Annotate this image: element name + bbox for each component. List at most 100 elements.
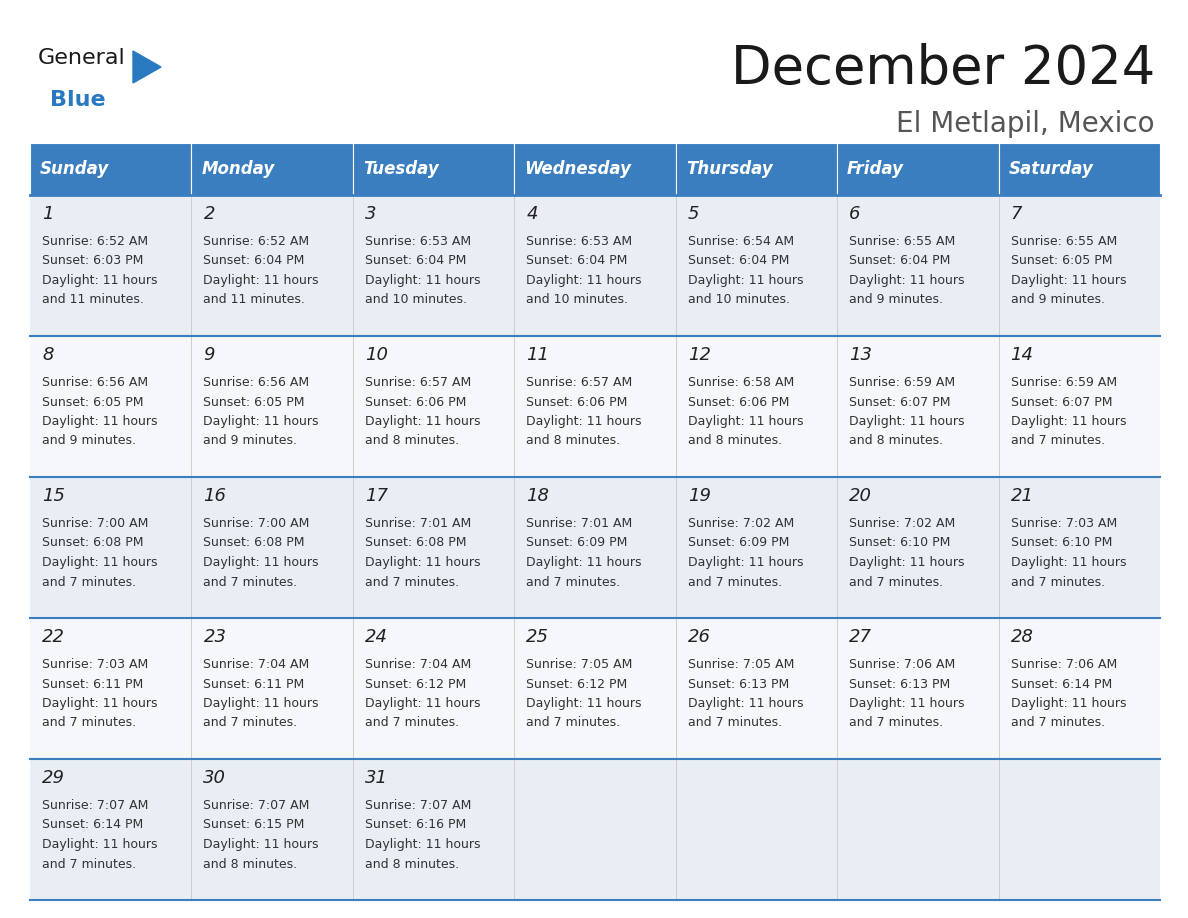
Text: and 7 minutes.: and 7 minutes. [526, 576, 620, 588]
Bar [353, 477, 514, 618]
Bar [999, 618, 1159, 759]
Bar [676, 143, 838, 195]
Text: Sunrise: 7:02 AM: Sunrise: 7:02 AM [849, 517, 955, 530]
Text: Thursday: Thursday [685, 160, 772, 178]
Text: Sunset: 6:04 PM: Sunset: 6:04 PM [203, 254, 305, 267]
Text: and 8 minutes.: and 8 minutes. [365, 857, 459, 870]
Text: Sunrise: 6:54 AM: Sunrise: 6:54 AM [688, 235, 794, 248]
Text: Sunrise: 7:06 AM: Sunrise: 7:06 AM [849, 658, 955, 671]
Text: Sunset: 6:04 PM: Sunset: 6:04 PM [849, 254, 950, 267]
Text: Sunset: 6:05 PM: Sunset: 6:05 PM [1011, 254, 1112, 267]
Bar [30, 618, 191, 759]
Text: Sunrise: 6:53 AM: Sunrise: 6:53 AM [526, 235, 632, 248]
Bar [191, 759, 353, 900]
Text: 8: 8 [42, 346, 53, 364]
Text: and 7 minutes.: and 7 minutes. [849, 576, 943, 588]
Text: Daylight: 11 hours: Daylight: 11 hours [365, 697, 480, 710]
Text: Sunrise: 7:06 AM: Sunrise: 7:06 AM [1011, 658, 1117, 671]
Text: Sunset: 6:13 PM: Sunset: 6:13 PM [849, 677, 950, 690]
Text: Sunset: 6:11 PM: Sunset: 6:11 PM [42, 677, 144, 690]
Text: 3: 3 [365, 205, 377, 223]
Text: and 7 minutes.: and 7 minutes. [526, 717, 620, 730]
Text: 28: 28 [1011, 628, 1034, 646]
Text: Blue: Blue [50, 90, 106, 110]
Text: and 7 minutes.: and 7 minutes. [42, 717, 137, 730]
Bar [353, 143, 514, 195]
Text: Daylight: 11 hours: Daylight: 11 hours [42, 556, 158, 569]
Text: Daylight: 11 hours: Daylight: 11 hours [1011, 274, 1126, 287]
Text: and 11 minutes.: and 11 minutes. [42, 294, 144, 307]
Text: and 9 minutes.: and 9 minutes. [42, 434, 135, 447]
Text: 11: 11 [526, 346, 549, 364]
Text: Daylight: 11 hours: Daylight: 11 hours [365, 415, 480, 428]
Text: and 10 minutes.: and 10 minutes. [365, 294, 467, 307]
Polygon shape [133, 51, 162, 83]
Text: Daylight: 11 hours: Daylight: 11 hours [203, 556, 318, 569]
Text: Daylight: 11 hours: Daylight: 11 hours [1011, 415, 1126, 428]
Text: and 7 minutes.: and 7 minutes. [365, 717, 459, 730]
Text: Sunrise: 7:00 AM: Sunrise: 7:00 AM [203, 517, 310, 530]
Text: Daylight: 11 hours: Daylight: 11 hours [365, 838, 480, 851]
Text: Sunset: 6:07 PM: Sunset: 6:07 PM [849, 396, 950, 409]
Bar [676, 477, 838, 618]
Bar [353, 618, 514, 759]
Text: Sunset: 6:05 PM: Sunset: 6:05 PM [42, 396, 144, 409]
Text: 10: 10 [365, 346, 387, 364]
Bar [191, 618, 353, 759]
Text: Sunrise: 6:55 AM: Sunrise: 6:55 AM [849, 235, 955, 248]
Text: 24: 24 [365, 628, 387, 646]
Text: Daylight: 11 hours: Daylight: 11 hours [526, 697, 642, 710]
Text: Daylight: 11 hours: Daylight: 11 hours [42, 838, 158, 851]
Bar [838, 477, 999, 618]
Text: and 10 minutes.: and 10 minutes. [526, 294, 628, 307]
Text: Sunset: 6:06 PM: Sunset: 6:06 PM [365, 396, 466, 409]
Text: Sunrise: 7:07 AM: Sunrise: 7:07 AM [203, 799, 310, 812]
Text: Daylight: 11 hours: Daylight: 11 hours [365, 556, 480, 569]
Bar [191, 336, 353, 477]
Text: Sunset: 6:09 PM: Sunset: 6:09 PM [526, 536, 627, 550]
Text: 21: 21 [1011, 487, 1034, 505]
Text: and 7 minutes.: and 7 minutes. [688, 717, 782, 730]
Text: and 7 minutes.: and 7 minutes. [849, 717, 943, 730]
Text: Sunrise: 6:52 AM: Sunrise: 6:52 AM [203, 235, 310, 248]
Text: Sunset: 6:06 PM: Sunset: 6:06 PM [688, 396, 789, 409]
Text: 14: 14 [1011, 346, 1034, 364]
Text: and 10 minutes.: and 10 minutes. [688, 294, 790, 307]
Bar [838, 336, 999, 477]
Bar [514, 477, 676, 618]
Text: Daylight: 11 hours: Daylight: 11 hours [688, 697, 803, 710]
Bar [30, 759, 191, 900]
Bar [838, 618, 999, 759]
Text: Sunrise: 6:59 AM: Sunrise: 6:59 AM [1011, 376, 1117, 389]
Text: 22: 22 [42, 628, 65, 646]
Text: Friday: Friday [847, 160, 904, 178]
Text: Daylight: 11 hours: Daylight: 11 hours [849, 697, 965, 710]
Text: and 8 minutes.: and 8 minutes. [849, 434, 943, 447]
Text: Sunset: 6:04 PM: Sunset: 6:04 PM [526, 254, 627, 267]
Bar [191, 477, 353, 618]
Text: Daylight: 11 hours: Daylight: 11 hours [849, 556, 965, 569]
Text: Sunset: 6:12 PM: Sunset: 6:12 PM [526, 677, 627, 690]
Text: Daylight: 11 hours: Daylight: 11 hours [688, 556, 803, 569]
Text: and 9 minutes.: and 9 minutes. [203, 434, 297, 447]
Text: Sunrise: 7:03 AM: Sunrise: 7:03 AM [42, 658, 148, 671]
Text: Sunrise: 6:59 AM: Sunrise: 6:59 AM [849, 376, 955, 389]
Text: and 9 minutes.: and 9 minutes. [1011, 294, 1105, 307]
Text: Daylight: 11 hours: Daylight: 11 hours [42, 697, 158, 710]
Text: El Metlapil, Mexico: El Metlapil, Mexico [897, 110, 1155, 138]
Text: Sunset: 6:10 PM: Sunset: 6:10 PM [1011, 536, 1112, 550]
Text: Sunset: 6:03 PM: Sunset: 6:03 PM [42, 254, 144, 267]
Text: 6: 6 [849, 205, 860, 223]
Text: and 8 minutes.: and 8 minutes. [365, 434, 459, 447]
Text: and 11 minutes.: and 11 minutes. [203, 294, 305, 307]
Text: General: General [38, 48, 126, 68]
Text: and 7 minutes.: and 7 minutes. [1011, 717, 1105, 730]
Text: Daylight: 11 hours: Daylight: 11 hours [203, 274, 318, 287]
Text: and 7 minutes.: and 7 minutes. [42, 576, 137, 588]
Text: December 2024: December 2024 [731, 43, 1155, 95]
Bar [353, 336, 514, 477]
Bar [30, 195, 191, 336]
Text: Tuesday: Tuesday [362, 160, 438, 178]
Text: 20: 20 [849, 487, 872, 505]
Text: Sunrise: 7:07 AM: Sunrise: 7:07 AM [42, 799, 148, 812]
